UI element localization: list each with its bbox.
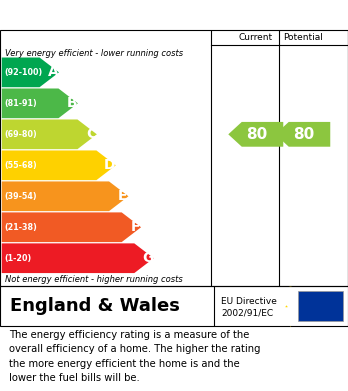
Text: B: B: [67, 96, 77, 110]
Polygon shape: [2, 243, 154, 273]
Text: England & Wales: England & Wales: [10, 297, 180, 315]
Text: (69-80): (69-80): [4, 130, 37, 139]
Text: A: A: [48, 65, 58, 79]
Polygon shape: [275, 122, 330, 147]
Polygon shape: [2, 181, 128, 211]
Text: G: G: [142, 251, 153, 265]
Text: 80: 80: [246, 127, 268, 142]
Polygon shape: [2, 88, 78, 118]
Polygon shape: [2, 212, 141, 242]
Text: EU Directive: EU Directive: [221, 297, 277, 306]
Polygon shape: [2, 151, 116, 180]
Text: Not energy efficient - higher running costs: Not energy efficient - higher running co…: [5, 275, 183, 284]
Text: C: C: [86, 127, 96, 141]
Text: Current: Current: [239, 33, 273, 42]
Polygon shape: [2, 120, 97, 149]
Text: D: D: [104, 158, 116, 172]
Polygon shape: [228, 122, 283, 147]
Text: (92-100): (92-100): [4, 68, 42, 77]
Text: 2002/91/EC: 2002/91/EC: [221, 308, 273, 317]
Text: (81-91): (81-91): [4, 99, 37, 108]
Text: E: E: [118, 189, 127, 203]
Text: (55-68): (55-68): [4, 161, 37, 170]
Text: (39-54): (39-54): [4, 192, 37, 201]
Text: Energy Efficiency Rating: Energy Efficiency Rating: [10, 7, 220, 23]
Text: Potential: Potential: [283, 33, 323, 42]
Polygon shape: [2, 57, 59, 87]
Text: F: F: [130, 220, 140, 234]
Text: The energy efficiency rating is a measure of the
overall efficiency of a home. T: The energy efficiency rating is a measur…: [9, 330, 260, 383]
Text: Very energy efficient - lower running costs: Very energy efficient - lower running co…: [5, 48, 183, 57]
Text: 80: 80: [293, 127, 315, 142]
Text: (1-20): (1-20): [4, 254, 31, 263]
Bar: [298, 291, 343, 321]
Text: (21-38): (21-38): [4, 223, 37, 232]
